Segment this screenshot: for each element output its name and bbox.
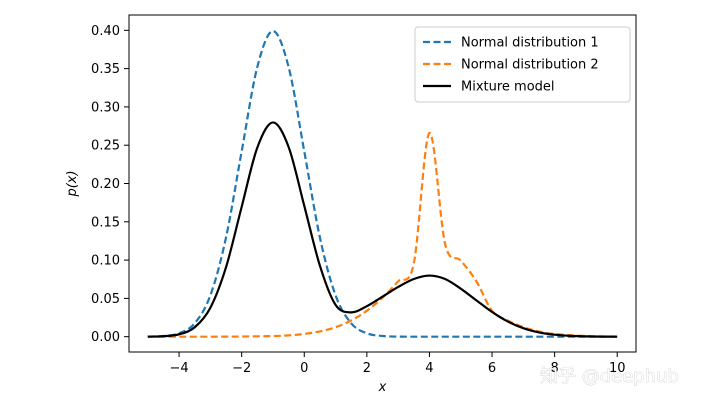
x-tick-label: −2	[232, 361, 251, 376]
y-tick-label: 0.40	[91, 24, 120, 39]
series-line-3	[147, 121, 618, 338]
series-line-2	[147, 131, 618, 338]
y-axis-label: p(x)	[65, 170, 80, 197]
y-tick-label: 0.25	[91, 139, 120, 154]
legend-label: Mixture model	[461, 80, 555, 95]
y-tick-label: 0.20	[91, 177, 120, 192]
y-tick-label: 0.10	[91, 254, 120, 269]
legend-label: Normal distribution 2	[461, 58, 599, 73]
legend-label: Normal distribution 1	[461, 36, 599, 51]
axes: −4 −2 0 2 4 6 8 10 0.00 0.05 0.10 0.15 0.20 0.25 0.30 0…	[65, 14, 637, 395]
x-tick-label: 2	[363, 361, 371, 376]
y-tick-label: 0.15	[91, 215, 120, 230]
series-line-1	[147, 29, 618, 338]
legend: Normal distribution 1 Normal distribution…	[414, 26, 631, 103]
y-tick-label: 0.35	[91, 62, 120, 77]
y-tick-label: 0.00	[91, 330, 120, 345]
x-tick-label: 6	[488, 361, 496, 376]
x-tick-label: 10	[609, 361, 626, 376]
y-tick-label: 0.30	[91, 100, 120, 115]
x-tick-label: 4	[425, 361, 433, 376]
x-axis-label: x	[378, 380, 387, 395]
x-tick-label: 0	[300, 361, 308, 376]
y-tick-label: 0.05	[91, 292, 120, 307]
watermark-text: 知乎 @deephub	[540, 366, 679, 387]
plot-area	[147, 29, 618, 338]
legend-box	[414, 26, 631, 103]
x-tick-label: 8	[550, 361, 558, 376]
x-tick-label: −4	[169, 361, 188, 376]
